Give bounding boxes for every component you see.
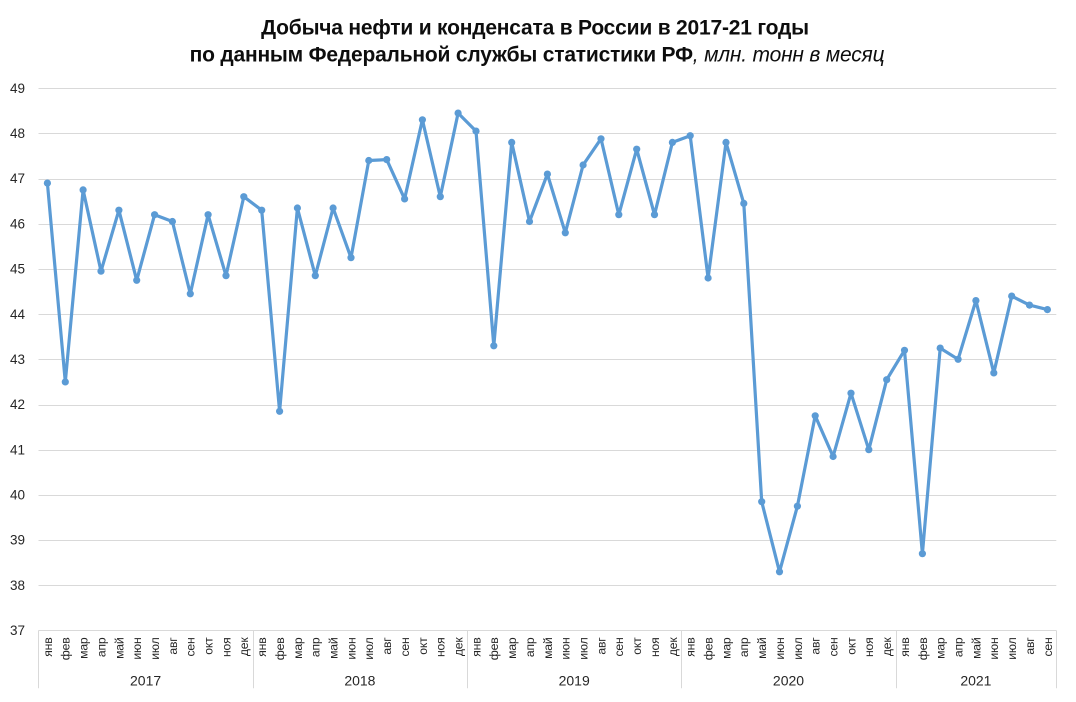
- svg-text:фев: фев: [916, 638, 930, 661]
- svg-text:дек: дек: [451, 637, 465, 656]
- svg-text:мар: мар: [934, 637, 948, 659]
- svg-text:42: 42: [10, 397, 25, 412]
- svg-text:мар: мар: [76, 637, 90, 659]
- svg-text:июл: июл: [362, 637, 376, 659]
- svg-text:июл: июл: [148, 637, 162, 659]
- svg-text:июн: июн: [344, 638, 358, 660]
- svg-text:мар: мар: [505, 637, 519, 659]
- svg-text:апр: апр: [523, 637, 537, 657]
- svg-text:авг: авг: [380, 637, 394, 655]
- svg-text:43: 43: [10, 352, 25, 367]
- svg-text:авг: авг: [809, 637, 823, 655]
- svg-text:фев: фев: [487, 638, 501, 661]
- svg-text:41: 41: [10, 442, 25, 457]
- svg-text:июл: июл: [576, 637, 590, 659]
- svg-text:янв: янв: [469, 638, 483, 657]
- svg-text:40: 40: [10, 488, 25, 503]
- svg-text:48: 48: [10, 126, 25, 141]
- svg-text:май: май: [112, 638, 126, 659]
- svg-text:май: май: [541, 638, 555, 659]
- svg-text:апр: апр: [951, 637, 965, 657]
- svg-text:45: 45: [10, 262, 25, 277]
- svg-text:37: 37: [10, 623, 25, 638]
- svg-text:июн: июн: [773, 638, 787, 660]
- svg-text:фев: фев: [59, 638, 73, 661]
- svg-text:окт: окт: [416, 637, 430, 655]
- svg-text:июн: июн: [130, 638, 144, 660]
- svg-text:апр: апр: [309, 637, 323, 657]
- svg-text:сен: сен: [184, 638, 198, 657]
- svg-text:ноя: ноя: [219, 638, 233, 658]
- svg-text:май: май: [755, 638, 769, 659]
- svg-text:июн: июн: [559, 638, 573, 660]
- svg-text:окт: окт: [630, 637, 644, 655]
- svg-text:дек: дек: [666, 637, 680, 656]
- svg-text:май: май: [969, 638, 983, 659]
- svg-text:ноя: ноя: [648, 638, 662, 658]
- svg-text:2017: 2017: [130, 673, 161, 689]
- svg-text:янв: янв: [41, 638, 55, 657]
- svg-text:по данным Федеральной службы с: по данным Федеральной службы статистики …: [190, 44, 885, 67]
- svg-text:сен: сен: [826, 638, 840, 657]
- svg-text:38: 38: [10, 578, 25, 593]
- svg-text:Добыча нефти и конденсата в Ро: Добыча нефти и конденсата в России в 201…: [261, 16, 809, 39]
- svg-text:июл: июл: [791, 637, 805, 659]
- svg-text:сен: сен: [1041, 638, 1055, 657]
- svg-text:2019: 2019: [559, 673, 590, 689]
- svg-text:апр: апр: [94, 637, 108, 657]
- svg-text:44: 44: [10, 307, 26, 322]
- svg-text:46: 46: [10, 216, 25, 231]
- svg-text:47: 47: [10, 171, 25, 186]
- svg-text:2021: 2021: [960, 673, 991, 689]
- svg-text:дек: дек: [880, 637, 894, 656]
- svg-text:фев: фев: [701, 638, 715, 661]
- svg-text:окт: окт: [844, 637, 858, 655]
- svg-text:окт: окт: [201, 637, 215, 655]
- svg-text:мар: мар: [719, 637, 733, 659]
- svg-text:май: май: [326, 638, 340, 659]
- svg-text:авг: авг: [594, 637, 608, 655]
- svg-text:ноя: ноя: [862, 638, 876, 658]
- svg-text:янв: янв: [255, 638, 269, 657]
- svg-text:янв: янв: [684, 638, 698, 657]
- svg-text:фев: фев: [273, 638, 287, 661]
- svg-text:дек: дек: [237, 637, 251, 656]
- svg-text:49: 49: [10, 81, 25, 96]
- svg-text:сен: сен: [398, 638, 412, 657]
- svg-text:мар: мар: [291, 637, 305, 659]
- svg-text:ноя: ноя: [434, 638, 448, 658]
- svg-text:апр: апр: [737, 637, 751, 657]
- svg-text:янв: янв: [898, 638, 912, 657]
- svg-text:июн: июн: [987, 638, 1001, 660]
- svg-text:39: 39: [10, 533, 25, 548]
- svg-text:2018: 2018: [344, 673, 375, 689]
- svg-text:авг: авг: [1023, 637, 1037, 655]
- svg-text:авг: авг: [166, 637, 180, 655]
- svg-text:2020: 2020: [773, 673, 804, 689]
- svg-text:сен: сен: [612, 638, 626, 657]
- svg-text:июл: июл: [1005, 637, 1019, 659]
